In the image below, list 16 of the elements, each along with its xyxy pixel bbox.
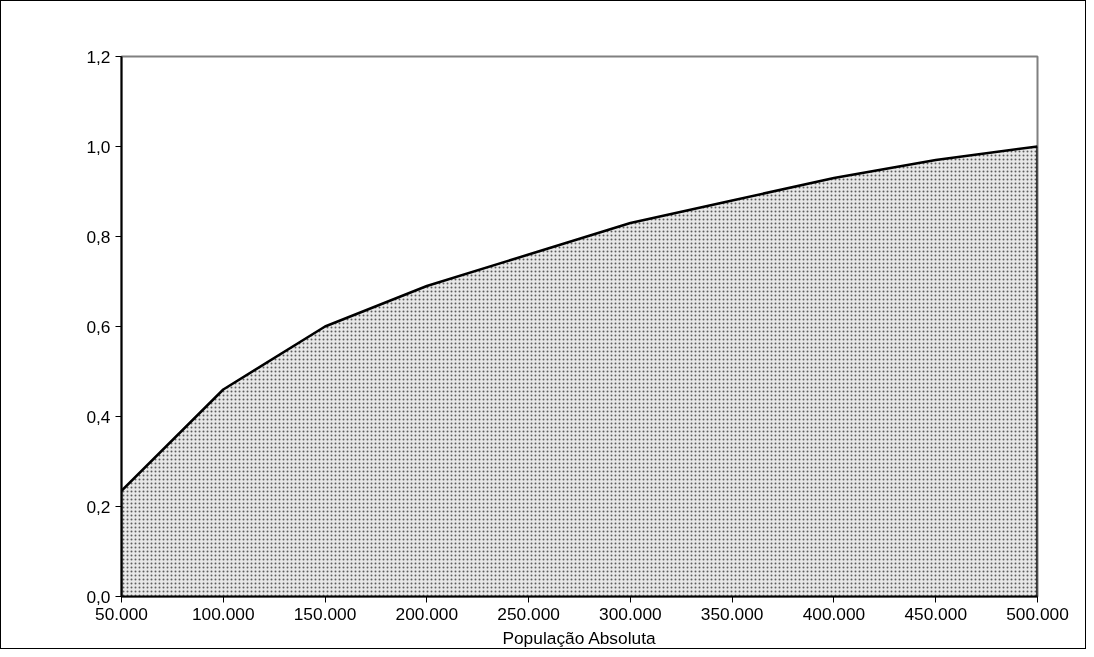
x-tick-label: 450.000 bbox=[904, 603, 968, 624]
y-tick-label: 0,2 bbox=[86, 496, 111, 517]
x-tick-label: 150.000 bbox=[293, 603, 357, 624]
x-tick-label: 400.000 bbox=[802, 603, 866, 624]
x-tick-label: 350.000 bbox=[700, 603, 764, 624]
x-axis-title: População Absoluta bbox=[502, 627, 656, 648]
y-tick-label: 0,4 bbox=[86, 406, 111, 427]
x-tick-label: 500.000 bbox=[1006, 603, 1069, 624]
y-tick-label: 0,8 bbox=[86, 226, 111, 247]
x-tick-label: 200.000 bbox=[395, 603, 459, 624]
y-tick-label: 1,0 bbox=[86, 136, 111, 157]
x-tick-label: 100.000 bbox=[191, 603, 255, 624]
y-tick-label: 1,2 bbox=[86, 46, 111, 67]
x-tick-label: 300.000 bbox=[599, 603, 662, 624]
y-tick-label: 0,6 bbox=[86, 316, 111, 337]
x-tick-label: 250.000 bbox=[497, 603, 560, 624]
